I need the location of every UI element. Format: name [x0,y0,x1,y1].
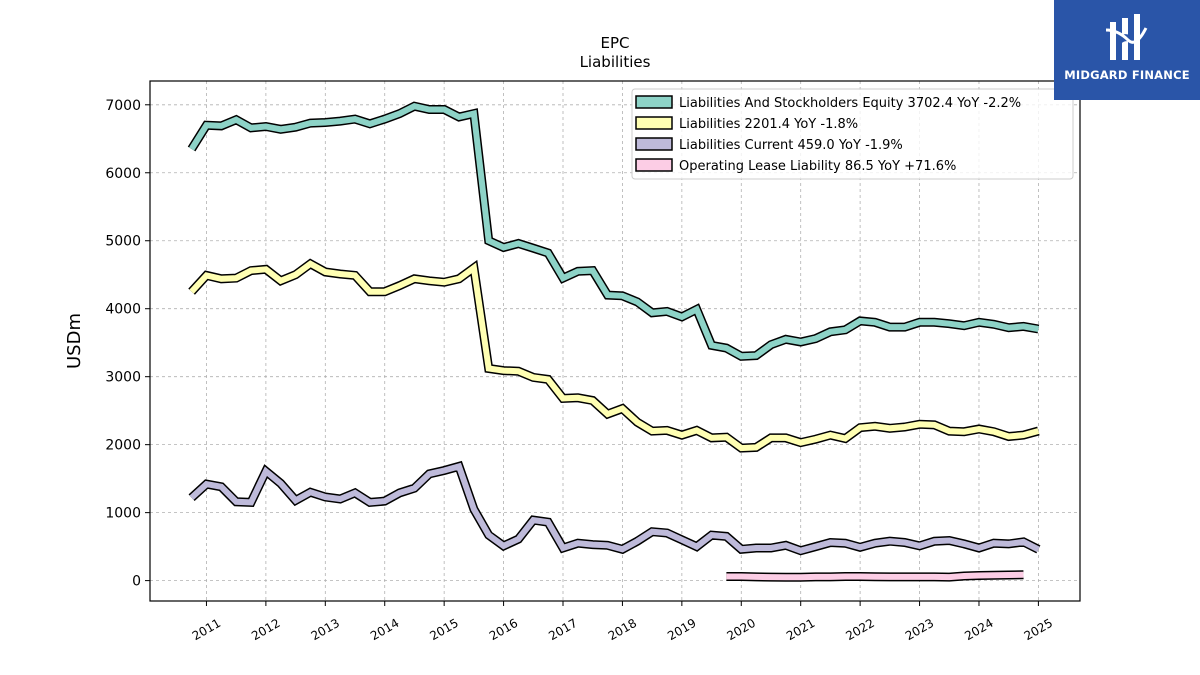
y-axis-ticks: 0 1000 2000 3000 4000 5000 6000 7000 [105,98,150,590]
y-tick-label: 5000 [105,234,141,250]
series-core [189,260,1040,452]
y-tick-label: 1000 [105,506,141,522]
legend: Liabilities And Stockholders Equity 3702… [631,88,1074,180]
series-core [189,103,1039,360]
plot-frame [149,80,1081,602]
y-tick-label: 6000 [105,166,141,182]
legend-entry: Liabilities And Stockholders Equity 3702… [679,96,1021,111]
series-core [726,571,1024,581]
legend-swatch [635,95,673,109]
series-layer [187,101,1041,582]
chart-subtitle: Liabilities [580,53,651,71]
y-tick-label: 0 [132,574,141,590]
y-tick-label: 4000 [105,302,141,318]
legend-box [631,88,1074,180]
legend-entry: Liabilities 2201.4 YoY -1.8% [679,117,858,132]
legend-entry: Operating Lease Liability 86.5 YoY +71.6… [679,159,956,174]
legend-entry: Liabilities Current 459.0 YoY -1.9% [679,138,903,153]
series-line-3 [188,460,1041,556]
y-tick-label: 3000 [105,370,141,386]
legend-swatch [635,158,673,172]
series-line-2 [188,258,1040,453]
legend-swatch [635,137,673,151]
midgard-logo-icon [1105,14,1148,60]
legend-swatch [635,116,673,130]
y-axis-label: USDm [64,313,85,369]
series-line-1 [187,101,1040,361]
chart-title: EPC [601,34,630,52]
series-core [189,462,1040,554]
brand-logo-text: MIDGARD FINANCE [1064,68,1190,82]
y-tick-label: 2000 [105,438,141,454]
y-tick-label: 7000 [105,98,141,114]
brand-logo: MIDGARD FINANCE [1054,0,1200,100]
series-line-4 [726,570,1024,582]
